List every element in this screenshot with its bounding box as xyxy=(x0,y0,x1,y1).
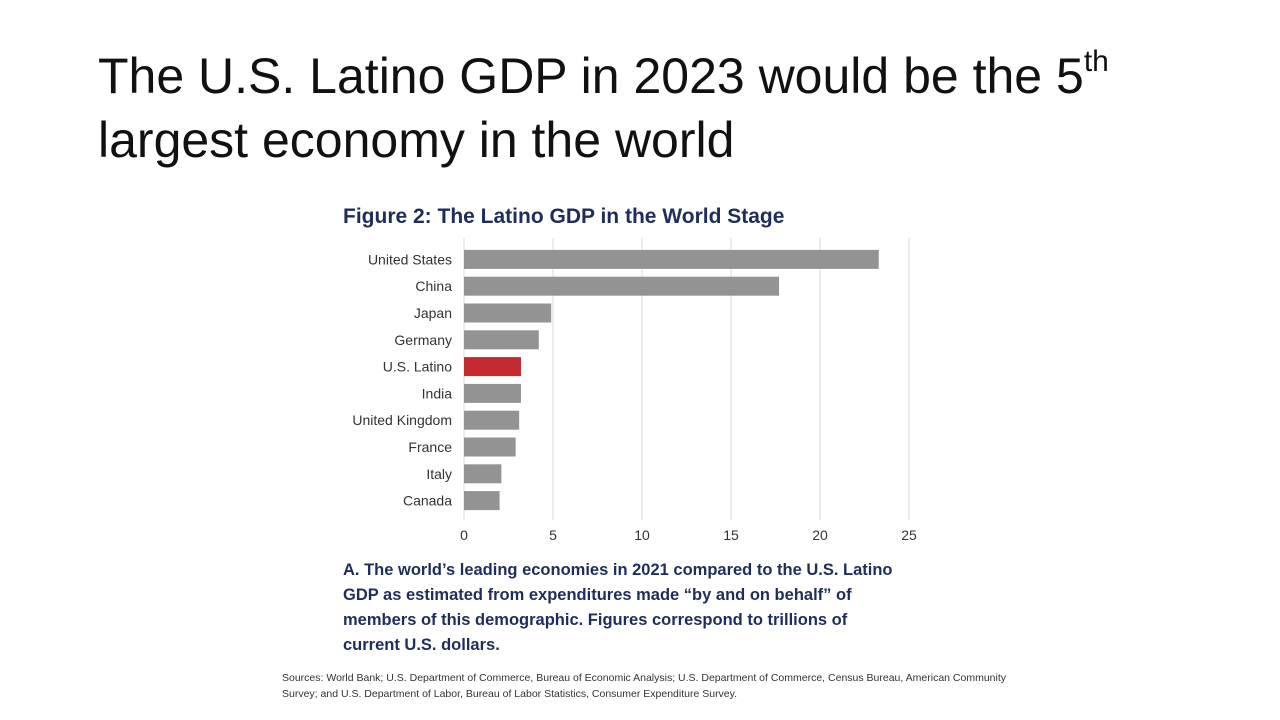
category-label-italy: Italy xyxy=(426,466,452,482)
category-label-united-kingdom: United Kingdom xyxy=(352,412,452,428)
slide-title-main: The U.S. Latino GDP in 2023 would be the… xyxy=(98,48,1084,104)
slide-title-line2: largest economy in the world xyxy=(98,112,735,168)
category-label-canada: Canada xyxy=(403,493,452,509)
x-tick-label-5: 5 xyxy=(549,527,557,543)
bar-india xyxy=(464,383,521,403)
category-label-japan: Japan xyxy=(414,305,452,321)
x-tick-label-20: 20 xyxy=(812,527,828,543)
category-label-france: France xyxy=(408,439,452,455)
category-label-china: China xyxy=(415,278,452,294)
bar-china xyxy=(464,276,780,296)
bar-japan xyxy=(464,303,552,323)
category-label-india: India xyxy=(422,385,453,401)
bar-germany xyxy=(464,330,539,350)
bar-canada xyxy=(464,491,500,511)
bar-united-kingdom xyxy=(464,410,520,430)
x-tick-label-25: 25 xyxy=(901,527,917,543)
category-label-germany: Germany xyxy=(394,332,452,348)
x-tick-label-0: 0 xyxy=(460,527,468,543)
category-label-united-states: United States xyxy=(368,251,452,267)
slide-title: The U.S. Latino GDP in 2023 would be the… xyxy=(98,44,1218,172)
slide-title-superscript: th xyxy=(1083,45,1109,78)
figure-caption: A. The world’s leading economies in 2021… xyxy=(343,561,893,654)
figure-title: Figure 2: The Latino GDP in the World St… xyxy=(343,205,785,228)
x-tick-label-15: 15 xyxy=(723,527,739,543)
gdp-bar-chart: 0 5 10 15 20 25 United States China Japan Germany… xyxy=(352,238,917,543)
x-tick-label-10: 10 xyxy=(634,527,650,543)
bar-united-states xyxy=(464,249,879,269)
bar-france xyxy=(464,437,516,457)
bar-u-s-latino xyxy=(464,357,521,377)
figure-sources: Sources: World Bank; U.S. Department of … xyxy=(282,672,1007,700)
category-label-u-s-latino: U.S. Latino xyxy=(383,359,452,375)
bar-italy xyxy=(464,464,502,484)
